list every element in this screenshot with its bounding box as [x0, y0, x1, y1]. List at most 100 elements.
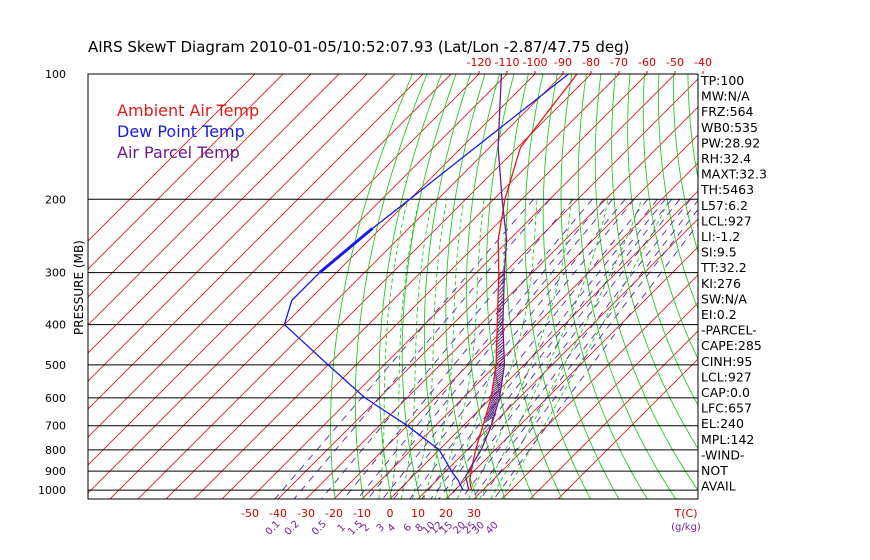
cape-hatch-line [492, 383, 502, 391]
cape-hatch-line [496, 354, 505, 362]
cape-hatch-line [495, 357, 505, 365]
index-label: MAXT:32.3 [701, 167, 767, 182]
top-temp-tick-label: -50 [666, 56, 684, 69]
index-label: -PARCEL- [701, 323, 757, 338]
index-label: LI:-1.2 [701, 229, 740, 244]
cape-hatch-line [498, 285, 505, 293]
mixing-ratio-line [320, 199, 574, 499]
index-label: RH:32.4 [701, 151, 751, 166]
index-label: AVAIL [701, 479, 736, 494]
cape-hatch-line [486, 410, 495, 418]
index-label: CAP:0.0 [701, 385, 750, 400]
bottom-temp-tick-label: -30 [297, 507, 315, 520]
isobars [88, 73, 698, 491]
mixing-ratio-line [343, 199, 593, 499]
cape-hatch-line [494, 372, 504, 380]
cape-hatch-line [497, 292, 505, 300]
mixing-ratio-tick-label: 3 [375, 522, 387, 534]
mixing-ratio-line [448, 199, 681, 499]
moist-adiabat-line [389, 199, 420, 499]
isotherm-line [88, 74, 368, 354]
mixing-ratio-line [493, 223, 698, 499]
dry-adiabat-line [594, 74, 698, 492]
cape-hatch-line [494, 367, 504, 375]
mixing-ratio-line [357, 199, 605, 499]
dry-adiabat-line [789, 74, 870, 499]
cape-hatch-line [496, 335, 504, 343]
bottom-temp-tick-label: 20 [439, 507, 453, 520]
isotherm-line [473, 274, 698, 499]
cape-hatch-line [491, 392, 501, 400]
dry-adiabat-line [445, 74, 486, 499]
cape-hatch-line [494, 370, 504, 377]
series-line-air-parcel-temp [465, 74, 508, 491]
moist-adiabat-line [456, 199, 538, 499]
moist-adiabat-line [434, 199, 485, 499]
legend: Ambient Air Temp Dew Point Temp Air Parcel… [117, 101, 259, 162]
top-temp-tick-label: -60 [638, 56, 656, 69]
dry-adiabat-line [818, 74, 870, 499]
cape-hatch-line [487, 406, 497, 414]
top-temp-tick-label: -40 [694, 56, 712, 69]
pressure-tick-label: 500 [45, 359, 66, 372]
index-label: SW:N/A [701, 291, 747, 306]
moist-adiabat-line [501, 199, 670, 499]
index-label: TT:32.2 [700, 260, 747, 275]
cape-hatch-line [497, 300, 504, 307]
index-label: LCL:927 [701, 213, 752, 228]
mixing-ratio-tick-label: 0.2 [283, 519, 302, 538]
top-temp-tick-label: -70 [610, 56, 628, 69]
isotherm-line [389, 190, 698, 499]
cape-hatch-line [496, 329, 504, 337]
index-label: L57:6.2 [701, 198, 748, 213]
dry-adiabat-line [560, 74, 648, 499]
cape-hatch-line [488, 403, 498, 410]
cape-hatch-line [490, 396, 500, 404]
mixing-ratio-tick-label: 6 [402, 522, 414, 534]
isotherm-line [88, 74, 284, 270]
cape-hatch-line [496, 332, 504, 340]
index-label: SI:9.5 [701, 245, 737, 260]
isotherm-line [88, 74, 396, 382]
mixing-ratio-line [430, 199, 666, 499]
cape-hatch-line [487, 405, 497, 412]
pressure-tick-label: 800 [45, 444, 66, 457]
cape-hatch-line [492, 386, 502, 393]
cape-hatch-line [486, 408, 496, 416]
cape-hatch-line [497, 317, 504, 324]
cape-hatch-line [497, 307, 504, 314]
cape-hatch-line [497, 310, 504, 318]
isotherm-line [277, 78, 698, 499]
mixing-ratio-line [393, 199, 635, 499]
cape-hatching [484, 269, 505, 424]
isotherm-line [333, 134, 698, 499]
index-label: MPL:142 [701, 432, 754, 447]
mixing-ratio-unit-label: (g/kg) [671, 522, 701, 533]
index-label: CINH:95 [701, 354, 752, 369]
cape-hatch-line [495, 362, 505, 370]
cape-hatch-line [489, 398, 499, 406]
index-label: CAPE:285 [701, 338, 762, 353]
mixing-ratio-line [438, 199, 673, 499]
mixing-ratio-line [382, 199, 626, 499]
moist-adiabat-line [400, 199, 433, 499]
mixing-ratio-line [471, 199, 698, 499]
dry-adiabat-line [423, 74, 471, 499]
moist-adiabat-line [411, 199, 448, 499]
mixing-ratio-tick-label: 0.1 [264, 519, 283, 538]
isotherm-line [529, 330, 698, 499]
isotherm-line [88, 74, 340, 326]
mixing-ratio-tick-label: 1 [336, 522, 348, 534]
legend-entry: Dew Point Temp [117, 122, 245, 141]
index-label: FRZ:564 [701, 104, 754, 119]
dry-adiabat-line [577, 74, 677, 499]
index-label: LCL:927 [701, 369, 752, 384]
index-label: EI:0.2 [701, 307, 737, 322]
cape-hatch-line [498, 277, 505, 285]
index-label: NOT [701, 463, 728, 478]
index-label: WB0:535 [701, 120, 758, 135]
bottom-temp-tick-label: 0 [387, 507, 394, 520]
dry-adiabat-line [524, 74, 591, 499]
